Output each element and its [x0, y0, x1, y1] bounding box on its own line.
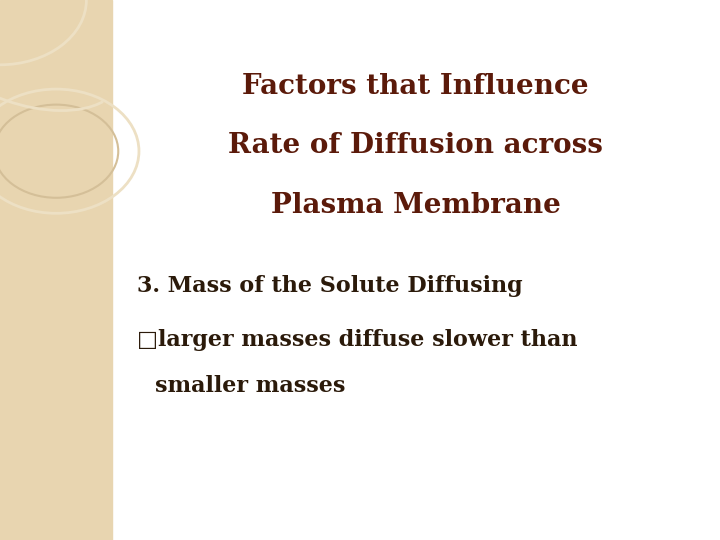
Text: Rate of Diffusion across: Rate of Diffusion across	[228, 132, 603, 159]
Bar	[0, 0, 112, 540]
Text: smaller masses: smaller masses	[155, 375, 345, 397]
Text: 3. Mass of the Solute Diffusing: 3. Mass of the Solute Diffusing	[137, 275, 523, 297]
Text: □larger masses diffuse slower than: □larger masses diffuse slower than	[137, 329, 577, 351]
Text: Factors that Influence: Factors that Influence	[243, 73, 589, 100]
Text: Plasma Membrane: Plasma Membrane	[271, 192, 561, 219]
